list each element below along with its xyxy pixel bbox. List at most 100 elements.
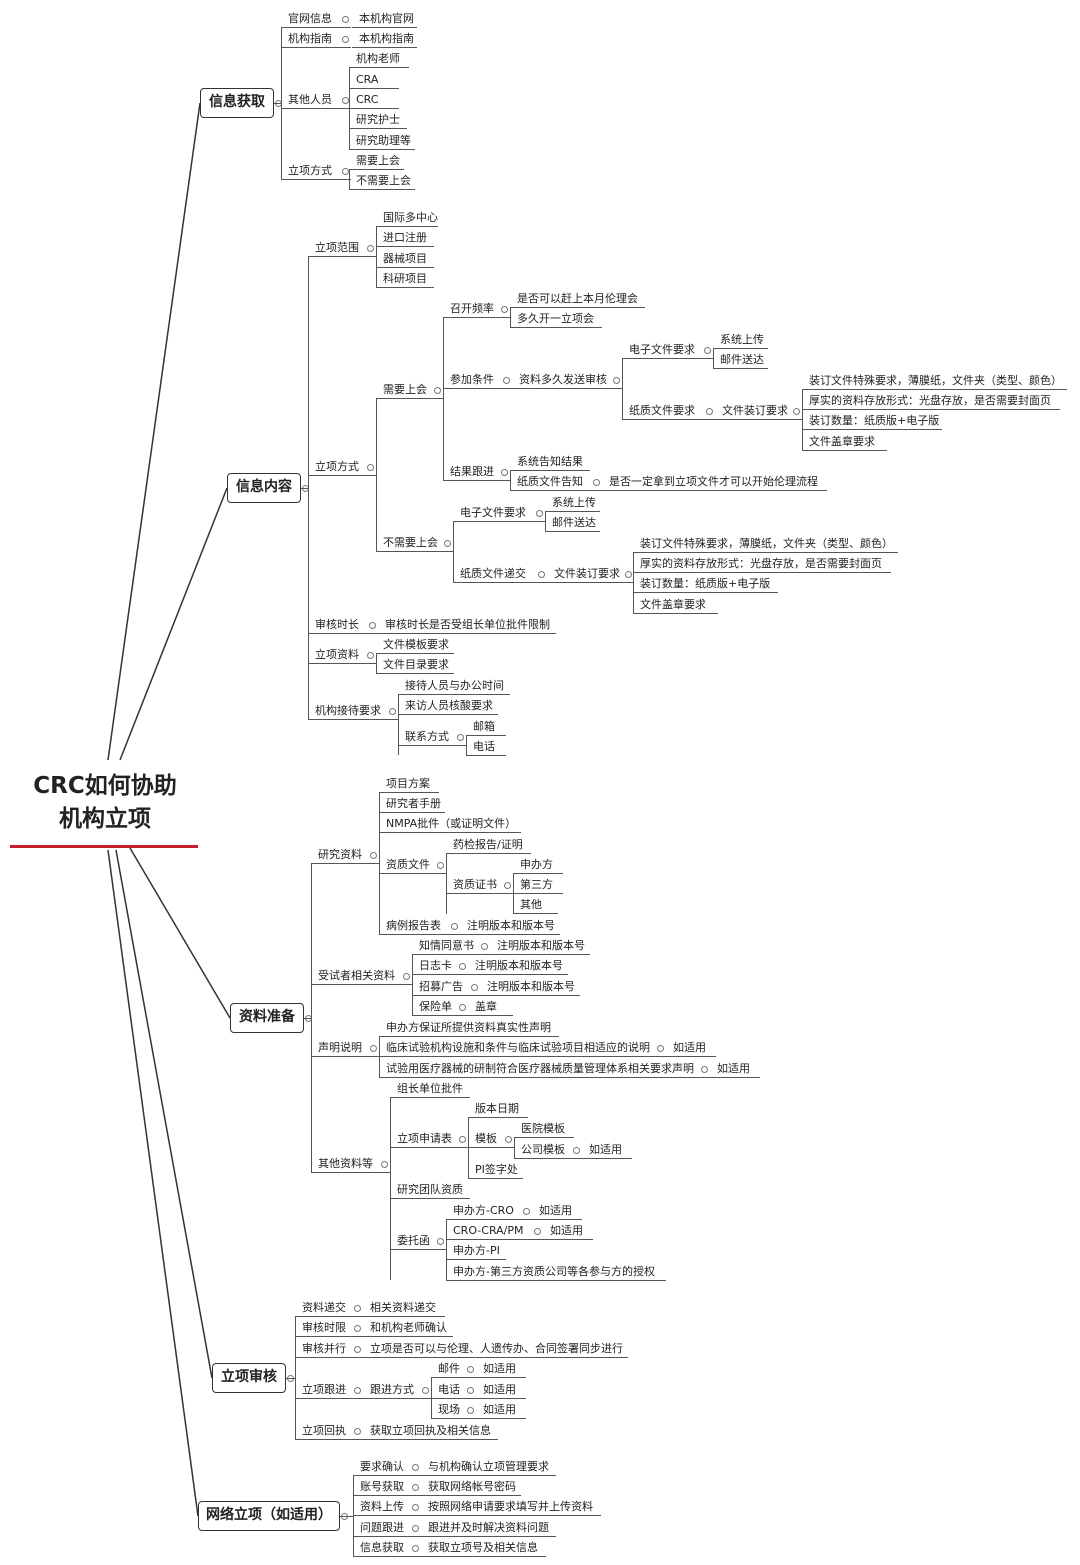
topic-node[interactable]: 联系方式	[398, 728, 466, 746]
collapse-icon[interactable]	[505, 1136, 512, 1143]
topic-node[interactable]: 资质证书	[446, 876, 513, 894]
topic-node[interactable]: 组长单位批件	[390, 1080, 470, 1098]
topic-node[interactable]: 文件装订要求	[715, 402, 802, 420]
topic-node[interactable]: 问题跟进	[353, 1519, 421, 1537]
topic-node[interactable]: 国际多中心	[376, 209, 438, 227]
collapse-icon[interactable]	[534, 1228, 541, 1235]
collapse-icon[interactable]	[381, 1161, 388, 1168]
topic-node[interactable]: 不需要上会	[376, 534, 453, 552]
topic-node[interactable]: 如适用	[476, 1360, 526, 1378]
topic-node[interactable]: 电话	[466, 738, 506, 756]
collapse-icon[interactable]	[471, 984, 478, 991]
topic-node[interactable]: CRC	[349, 91, 399, 109]
topic-node[interactable]: 参加条件	[443, 371, 512, 389]
branch-info-acquisition[interactable]: 信息获取	[200, 88, 282, 118]
topic-node[interactable]: 纸质文件递交	[453, 565, 547, 583]
topic-node[interactable]: 模板	[468, 1130, 514, 1148]
topic-node[interactable]: 申办方保证所提供资料真实性声明	[379, 1019, 559, 1037]
topic-node[interactable]: 机构接待要求	[308, 702, 398, 720]
topic-node[interactable]: 委托函	[390, 1232, 446, 1250]
topic-node[interactable]: 保险单	[412, 998, 468, 1016]
topic-node[interactable]: 如适用	[532, 1202, 582, 1220]
topic-node[interactable]: 知情同意书	[412, 937, 490, 955]
topic-node[interactable]: 多久开一立项会	[510, 310, 602, 328]
collapse-icon[interactable]	[354, 1325, 361, 1332]
topic-node[interactable]: 相关资料递交	[363, 1299, 445, 1317]
topic-node[interactable]: 机构老师	[349, 50, 409, 68]
topic-node[interactable]: 现场	[431, 1401, 476, 1419]
topic-node[interactable]: 如适用	[476, 1381, 526, 1399]
topic-node[interactable]: 资料上传	[353, 1498, 421, 1516]
topic-node[interactable]: 公司模板	[514, 1141, 582, 1159]
collapse-icon[interactable]	[444, 540, 451, 547]
topic-node[interactable]: 装订数量：纸质版+电子版	[802, 412, 942, 430]
collapse-icon[interactable]	[367, 464, 374, 471]
topic-node[interactable]: CRA	[349, 71, 399, 89]
collapse-icon[interactable]	[501, 306, 508, 313]
collapse-icon[interactable]	[370, 852, 377, 859]
topic-node[interactable]: 账号获取	[353, 1478, 421, 1496]
collapse-icon[interactable]	[354, 1387, 361, 1394]
collapse-icon[interactable]	[593, 479, 600, 486]
collapse-icon[interactable]	[354, 1346, 361, 1353]
branch-online-registration[interactable]: 网络立项（如适用）	[198, 1501, 348, 1531]
topic-node[interactable]: 如适用	[543, 1222, 593, 1240]
topic-node[interactable]: 跟进并及时解决资料问题	[421, 1519, 556, 1537]
collapse-icon[interactable]	[389, 708, 396, 715]
topic-node[interactable]: 要求确认	[353, 1458, 421, 1476]
topic-node[interactable]: 邮件送达	[545, 514, 600, 532]
topic-node[interactable]: 盖章	[468, 998, 513, 1016]
topic-node[interactable]: 日志卡	[412, 957, 468, 975]
topic-node[interactable]: 获取立项回执及相关信息	[363, 1422, 498, 1440]
topic-node[interactable]: CRO-CRA/PM	[446, 1222, 543, 1240]
topic-node[interactable]: 如适用	[666, 1039, 716, 1057]
topic-node[interactable]: 是否可以赶上本月伦理会	[510, 290, 645, 308]
topic-node[interactable]: 官网信息	[281, 10, 351, 28]
collapse-icon[interactable]	[459, 1004, 466, 1011]
topic-node[interactable]: 招募广告	[412, 978, 480, 996]
collapse-icon[interactable]	[437, 1238, 444, 1245]
topic-node[interactable]: 审核并行	[295, 1340, 363, 1358]
topic-node[interactable]: 是否一定拿到立项文件才可以开始伦理流程	[602, 473, 827, 491]
topic-node[interactable]: 资料递交	[295, 1299, 363, 1317]
collapse-icon[interactable]	[467, 1407, 474, 1414]
topic-node[interactable]: 临床试验机构设施和条件与临床试验项目相适应的说明	[379, 1039, 666, 1057]
collapse-icon[interactable]	[342, 168, 349, 175]
topic-node[interactable]: 邮箱	[466, 718, 506, 736]
collapse-icon[interactable]	[459, 963, 466, 970]
topic-node[interactable]: 需要上会	[349, 152, 404, 170]
topic-node[interactable]: 机构指南	[281, 30, 351, 48]
topic-node[interactable]: 受试者相关资料	[311, 967, 412, 985]
topic-node[interactable]: 需要上会	[376, 381, 443, 399]
topic-node[interactable]: 研究助理等	[349, 132, 415, 150]
collapse-icon[interactable]	[467, 1366, 474, 1373]
topic-node[interactable]: 审核时限	[295, 1319, 363, 1337]
topic-node[interactable]: 文件盖章要求	[633, 596, 718, 614]
topic-node[interactable]: 资料多久发送审核	[512, 371, 622, 389]
topic-node[interactable]: 信息获取	[353, 1539, 421, 1557]
topic-node[interactable]: 文件模板要求	[376, 636, 454, 654]
root-topic[interactable]: CRC如何协助 机构立项	[10, 770, 200, 836]
topic-node[interactable]: 进口注册	[376, 229, 434, 247]
topic-node[interactable]: 资质文件	[379, 856, 446, 874]
topic-node[interactable]: 病例报告表	[379, 917, 460, 935]
topic-node[interactable]: 立项是否可以与伦理、人遗传办、合同签署同步进行	[363, 1340, 628, 1358]
branch-materials-prep[interactable]: 资料准备	[230, 1003, 312, 1033]
topic-node[interactable]: 研究资料	[311, 846, 379, 864]
collapse-icon[interactable]	[437, 862, 444, 869]
topic-node[interactable]: 和机构老师确认	[363, 1319, 453, 1337]
topic-node[interactable]: 系统上传	[545, 494, 600, 512]
topic-node[interactable]: 立项方式	[281, 162, 351, 180]
topic-node[interactable]: 按照网络申请要求填写并上传资料	[421, 1498, 601, 1516]
topic-node[interactable]: 电话	[431, 1381, 476, 1399]
topic-node[interactable]: 试验用医疗器械的研制符合医疗器械质量管理体系相关要求声明	[379, 1060, 710, 1078]
topic-node[interactable]: 纸质文件要求	[622, 402, 715, 420]
collapse-icon[interactable]	[625, 571, 632, 578]
collapse-icon[interactable]	[369, 622, 376, 629]
topic-node[interactable]: 其他资料等	[311, 1155, 390, 1173]
topic-node[interactable]: 立项跟进	[295, 1381, 363, 1399]
collapse-icon[interactable]	[412, 1545, 419, 1552]
topic-node[interactable]: 文件装订要求	[547, 565, 634, 583]
topic-node[interactable]: 其他人员	[281, 91, 351, 109]
collapse-icon[interactable]	[434, 387, 441, 394]
